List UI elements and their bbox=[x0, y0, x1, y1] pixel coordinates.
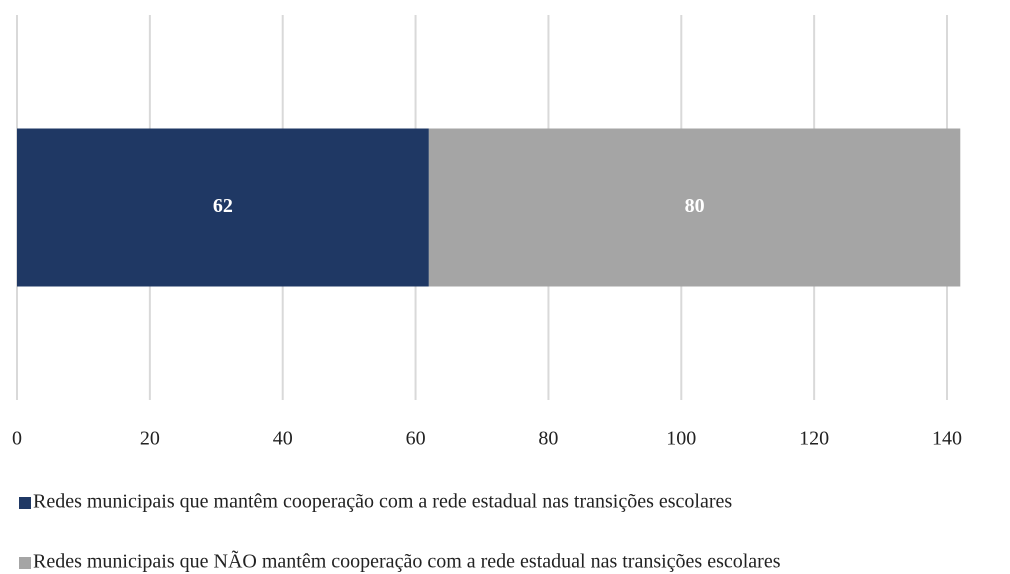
x-tick-label: 0 bbox=[12, 428, 22, 450]
bar-segment bbox=[428, 128, 961, 287]
legend-label: Redes municipais que NÃO mantêm cooperaç… bbox=[33, 549, 781, 573]
x-tick-label: 120 bbox=[799, 428, 829, 450]
x-tick-label: 20 bbox=[140, 428, 160, 450]
legend-swatch bbox=[19, 497, 31, 509]
legend-label: Redes municipais que mantêm cooperação c… bbox=[33, 491, 732, 513]
x-tick-label: 100 bbox=[666, 428, 696, 450]
bar-segment bbox=[17, 128, 429, 287]
legend-swatch bbox=[19, 557, 31, 569]
x-tick-label: 80 bbox=[538, 428, 558, 450]
x-tick-label: 140 bbox=[932, 428, 962, 450]
data-label: 62 bbox=[213, 195, 233, 217]
x-tick-label: 40 bbox=[273, 428, 293, 450]
data-label: 80 bbox=[685, 195, 705, 217]
x-tick-label: 60 bbox=[406, 428, 426, 450]
